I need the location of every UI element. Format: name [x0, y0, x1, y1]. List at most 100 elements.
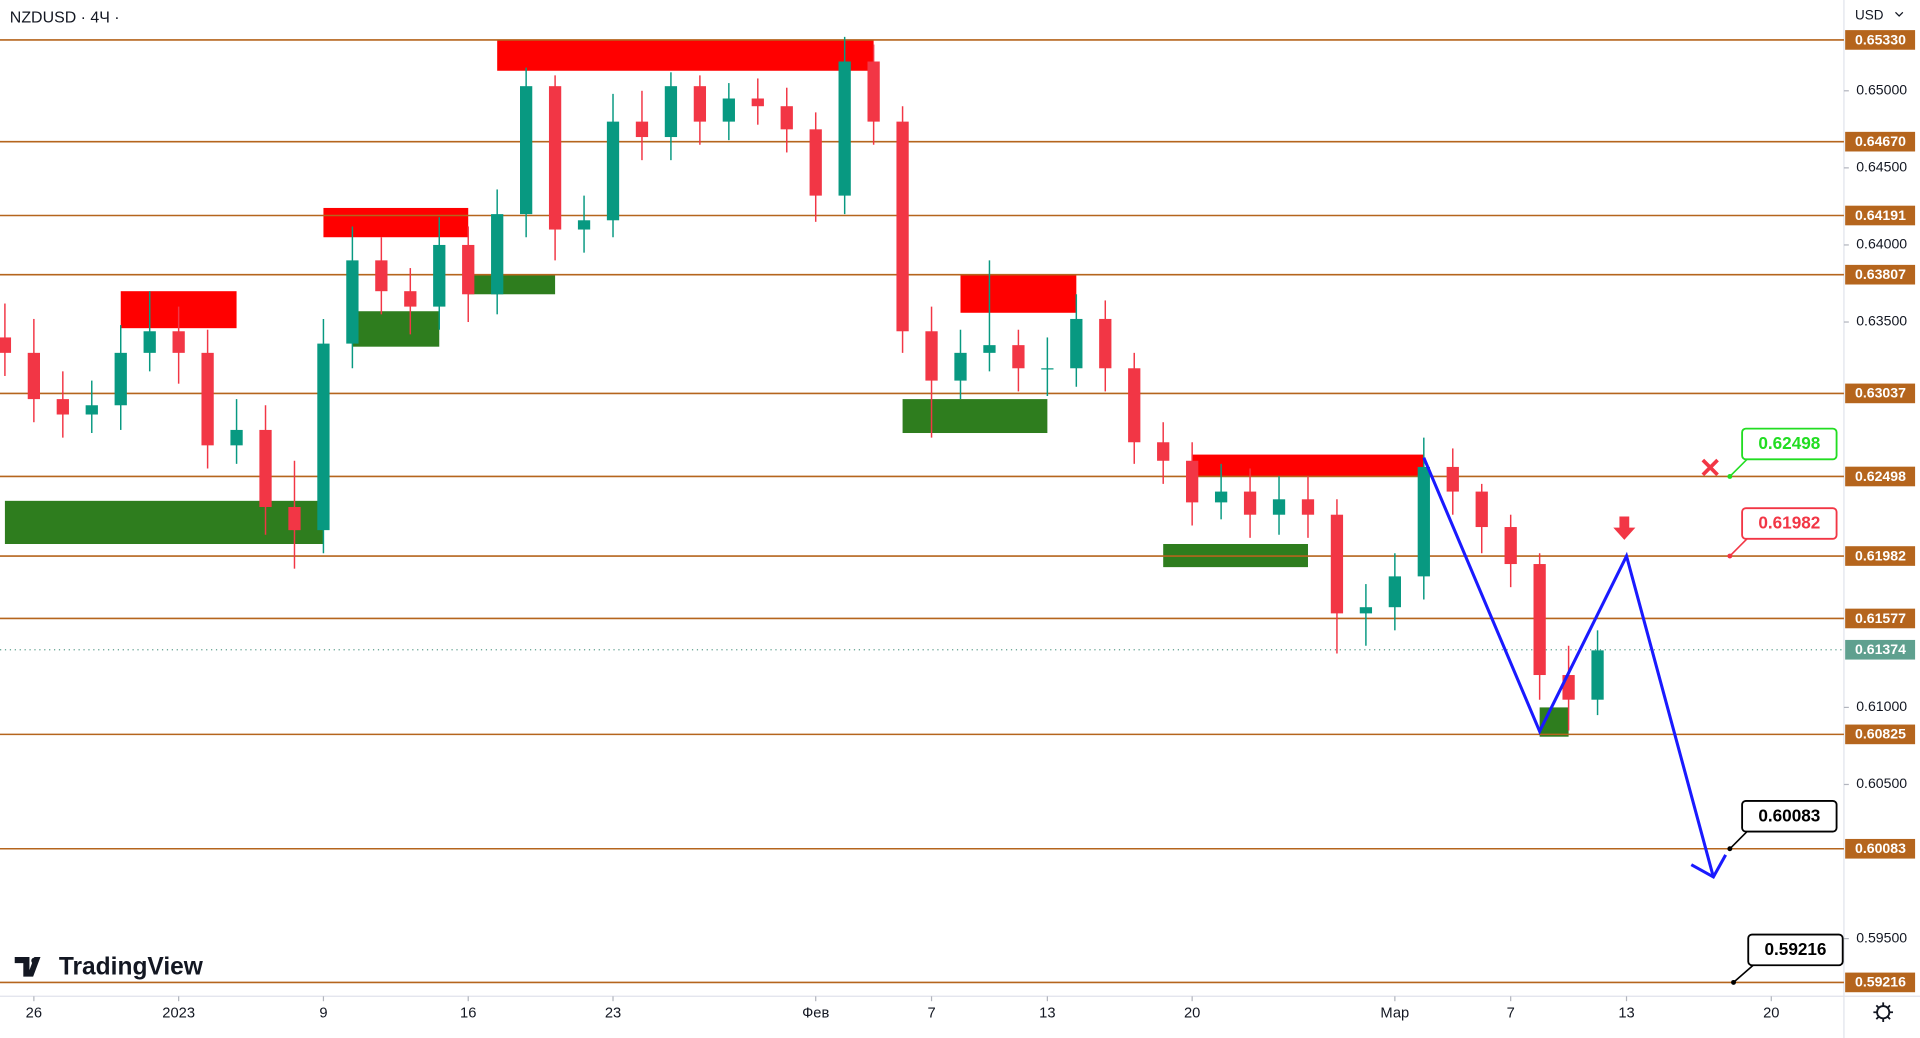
level-label-box [1845, 838, 1916, 859]
callout-leader [1729, 538, 1748, 557]
currency-caret [1895, 11, 1904, 17]
candle-body [1388, 576, 1401, 608]
level-label-box [1845, 546, 1916, 566]
candle-body [1157, 442, 1170, 461]
level-label: 0.59216 [1855, 974, 1906, 990]
level-label-box [1845, 972, 1916, 993]
level-label: 0.61577 [1855, 610, 1906, 626]
level-label: 0.60083 [1855, 840, 1906, 856]
candle-body [664, 86, 678, 138]
logo: TradingView [14, 954, 204, 981]
candle-body [1417, 466, 1430, 577]
candle-body [346, 260, 359, 344]
callout-label: 0.60083 [1758, 805, 1820, 825]
level-label-box [1845, 131, 1916, 152]
candle-body [809, 129, 822, 196]
logo-dot [31, 957, 38, 964]
candle-body [1475, 491, 1488, 528]
level-label: 0.63037 [1855, 385, 1906, 401]
candle-body [896, 121, 909, 332]
y-tick-label: 0.63500 [1856, 313, 1907, 329]
candle-body [1359, 607, 1373, 614]
zone [4, 500, 324, 545]
cancel-marker [1701, 458, 1719, 477]
x-tick-label: 9 [319, 1005, 327, 1021]
level-label: 0.65330 [1855, 31, 1906, 47]
x-tick-label: Мар [1380, 1005, 1409, 1021]
level-label-box [1845, 383, 1916, 404]
level-label: 0.63807 [1855, 266, 1906, 282]
x-tick-label: 2023 [162, 1005, 195, 1021]
callout-leader [1732, 964, 1754, 984]
x-tick-label: 13 [1618, 1005, 1634, 1021]
gear-teeth [1873, 1002, 1894, 1023]
y-tick-label: 0.64500 [1856, 159, 1907, 175]
x-tick-label: 26 [26, 1005, 42, 1021]
candle-body [201, 352, 214, 446]
candle-body [1214, 491, 1228, 503]
candle-body [1301, 499, 1315, 515]
level-label: 0.64670 [1855, 133, 1906, 149]
candle-body [27, 352, 40, 400]
x-tick-label: Фев [802, 1005, 829, 1021]
level-label: 0.64191 [1855, 207, 1906, 223]
candle-body [1533, 564, 1546, 676]
x-tick-label: 7 [927, 1005, 935, 1021]
candle-body [1070, 318, 1083, 369]
y-tick-label: 0.59500 [1856, 929, 1907, 945]
level-label-box [1845, 30, 1916, 50]
level-label: 0.62498 [1855, 468, 1906, 484]
candle-body [85, 405, 98, 415]
currency[interactable]: USD [1855, 8, 1884, 23]
candle-body [114, 352, 127, 406]
callout-leader [1729, 458, 1748, 478]
candle-body [867, 61, 880, 122]
candle-body [143, 331, 156, 353]
candle-body [433, 244, 446, 307]
level-label: 0.61982 [1855, 547, 1906, 563]
y-tick-label: 0.65000 [1856, 82, 1907, 98]
candle-body [462, 244, 475, 295]
callout-label: 0.59216 [1764, 939, 1826, 959]
x-tick-label: 20 [1763, 1005, 1779, 1021]
callout-label: 0.61982 [1758, 513, 1820, 533]
candle-body [0, 337, 12, 353]
candle-body [404, 291, 417, 307]
level-label-box [1845, 264, 1916, 285]
level-label: 0.60825 [1855, 726, 1906, 742]
zone [468, 274, 556, 295]
zone [1192, 454, 1424, 477]
candle-body [520, 86, 533, 215]
settings-icon[interactable] [1873, 1002, 1894, 1023]
callout-leader [1729, 831, 1748, 850]
candle-body [954, 352, 967, 381]
level-label-box [1845, 205, 1916, 226]
callout-box [1741, 507, 1838, 540]
zone [497, 39, 874, 71]
candle-body [1128, 368, 1141, 443]
candle-body [606, 121, 620, 221]
forecast-line [1422, 457, 1715, 878]
forecast-arrowhead [1690, 854, 1727, 880]
last-price-box [1845, 639, 1916, 660]
candle-body [230, 429, 243, 446]
x-tick-label: 7 [1507, 1005, 1515, 1021]
candle-body [1012, 345, 1025, 369]
candle-body [172, 331, 185, 353]
plot-area [0, 36, 1844, 984]
candle-body [838, 61, 851, 196]
candle-body [1591, 650, 1604, 700]
candle-body [56, 399, 69, 415]
candle-body [548, 86, 562, 230]
candle-body [693, 86, 707, 122]
callout-box [1741, 799, 1838, 833]
candle-body [722, 98, 735, 122]
candle-body [288, 507, 301, 531]
candle-body [1099, 318, 1112, 369]
candle-body [491, 214, 504, 295]
candle-body [577, 220, 591, 230]
candle-body [635, 121, 649, 138]
candle-body [780, 106, 793, 130]
candle-body [925, 331, 938, 381]
